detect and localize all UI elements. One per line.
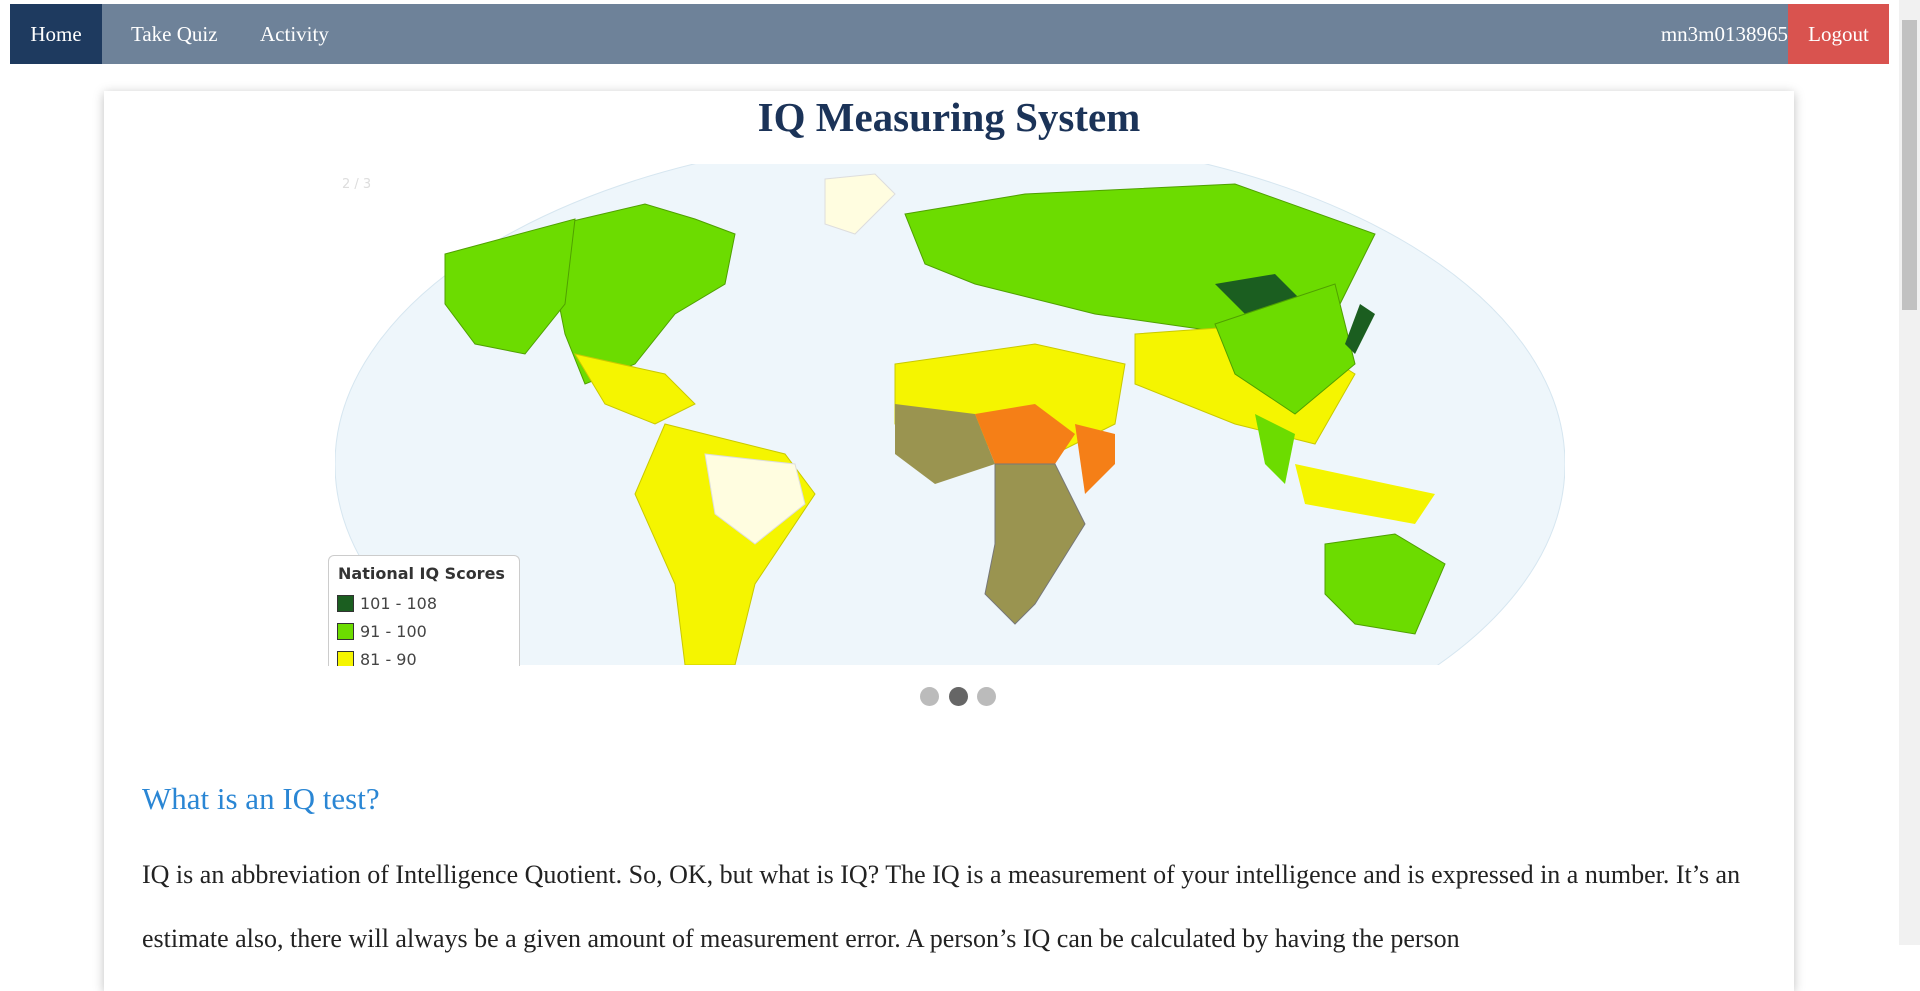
page-title: IQ Measuring System [757,94,1141,140]
legend-swatch [337,650,354,666]
legend-label: 81 - 90 [360,649,417,667]
legend-title: National IQ Scores [338,564,505,583]
nav-home[interactable]: Home [10,4,102,64]
page: Home Take Quiz Activity mn3m0138965 Logo… [10,0,1920,953]
slide-dot[interactable] [977,687,996,706]
navbar: Home Take Quiz Activity mn3m0138965 Logo… [10,4,1889,64]
content-card: IQ Measuring System 2 / 3 National IQ Sc… [104,91,1794,991]
legend-item: 81 - 90 [329,645,519,666]
legend-item: 91 - 100 [329,617,519,645]
scrollbar-thumb[interactable] [1902,20,1917,310]
legend-item: 101 - 108 [329,589,519,617]
nav-take-quiz[interactable]: Take Quiz [131,22,218,46]
legend-label: 91 - 100 [360,621,427,641]
legend-swatch [337,622,354,640]
map-legend: National IQ Scores 101 - 108 91 - 100 81 -… [328,555,520,666]
legend-label: 101 - 108 [360,593,438,613]
slide-dot-active[interactable] [949,687,968,706]
logout-button[interactable]: Logout [1788,4,1889,64]
section-heading: What is an IQ test? [142,781,380,816]
legend-swatch [337,594,354,612]
scrollbar [1899,0,1920,945]
slide-dot[interactable] [920,687,939,706]
world-map [335,164,1565,665]
slide-counter: 2 / 3 [342,177,372,192]
username: mn3m0138965 [1660,22,1788,46]
nav-activity[interactable]: Activity [260,22,329,46]
section-paragraph: IQ is an abbreviation of Intelligence Qu… [142,860,1741,953]
